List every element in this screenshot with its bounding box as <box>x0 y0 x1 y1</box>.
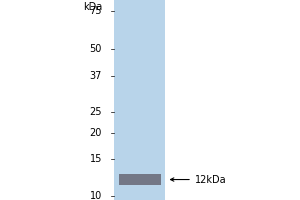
Text: 50: 50 <box>90 44 102 54</box>
Text: 10: 10 <box>90 191 102 200</box>
Text: 25: 25 <box>89 107 102 117</box>
Bar <box>118 174 160 185</box>
Bar <box>114 0 165 200</box>
Text: 75: 75 <box>89 6 102 16</box>
Text: 20: 20 <box>90 128 102 138</box>
Text: 15: 15 <box>90 154 102 164</box>
Text: 12kDa: 12kDa <box>195 175 226 185</box>
Text: kDa: kDa <box>83 2 102 12</box>
Text: 37: 37 <box>90 71 102 81</box>
